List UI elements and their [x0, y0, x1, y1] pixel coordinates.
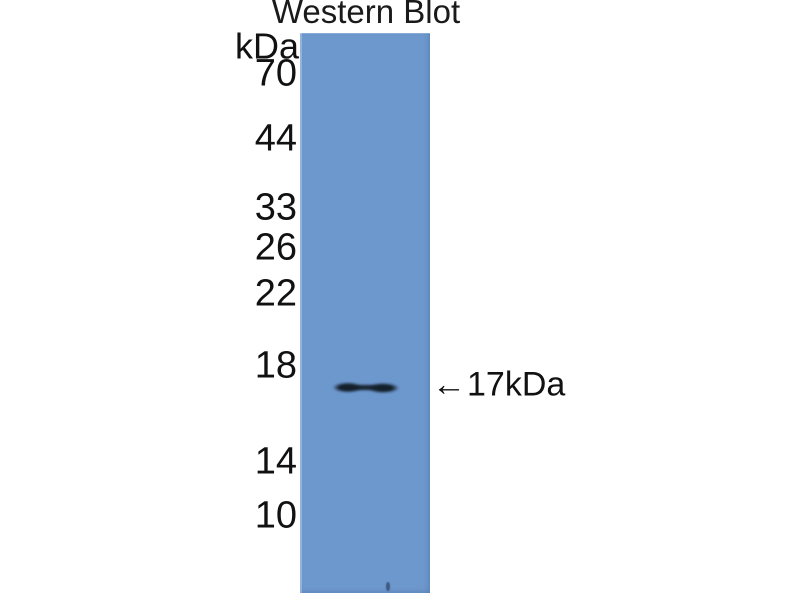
mw-marker-18: 18 — [254, 344, 297, 387]
blot-lane — [300, 33, 430, 593]
artifact-speck — [386, 582, 390, 591]
mw-marker-26: 26 — [254, 226, 297, 269]
band-size-label: 17kDa — [467, 365, 566, 404]
mw-marker-44: 44 — [254, 117, 297, 160]
mw-marker-70: 70 — [254, 52, 297, 95]
figure-title: Western Blot — [271, 0, 461, 30]
mw-marker-33: 33 — [254, 186, 297, 229]
left-arrow-icon: ← — [432, 365, 467, 404]
band-annotation: ←17kDa — [432, 367, 565, 401]
protein-band — [330, 381, 400, 394]
mw-marker-14: 14 — [254, 440, 297, 483]
mw-marker-22: 22 — [254, 272, 297, 315]
kda-unit-label: kDa — [234, 25, 299, 67]
mw-marker-10: 10 — [254, 494, 297, 537]
